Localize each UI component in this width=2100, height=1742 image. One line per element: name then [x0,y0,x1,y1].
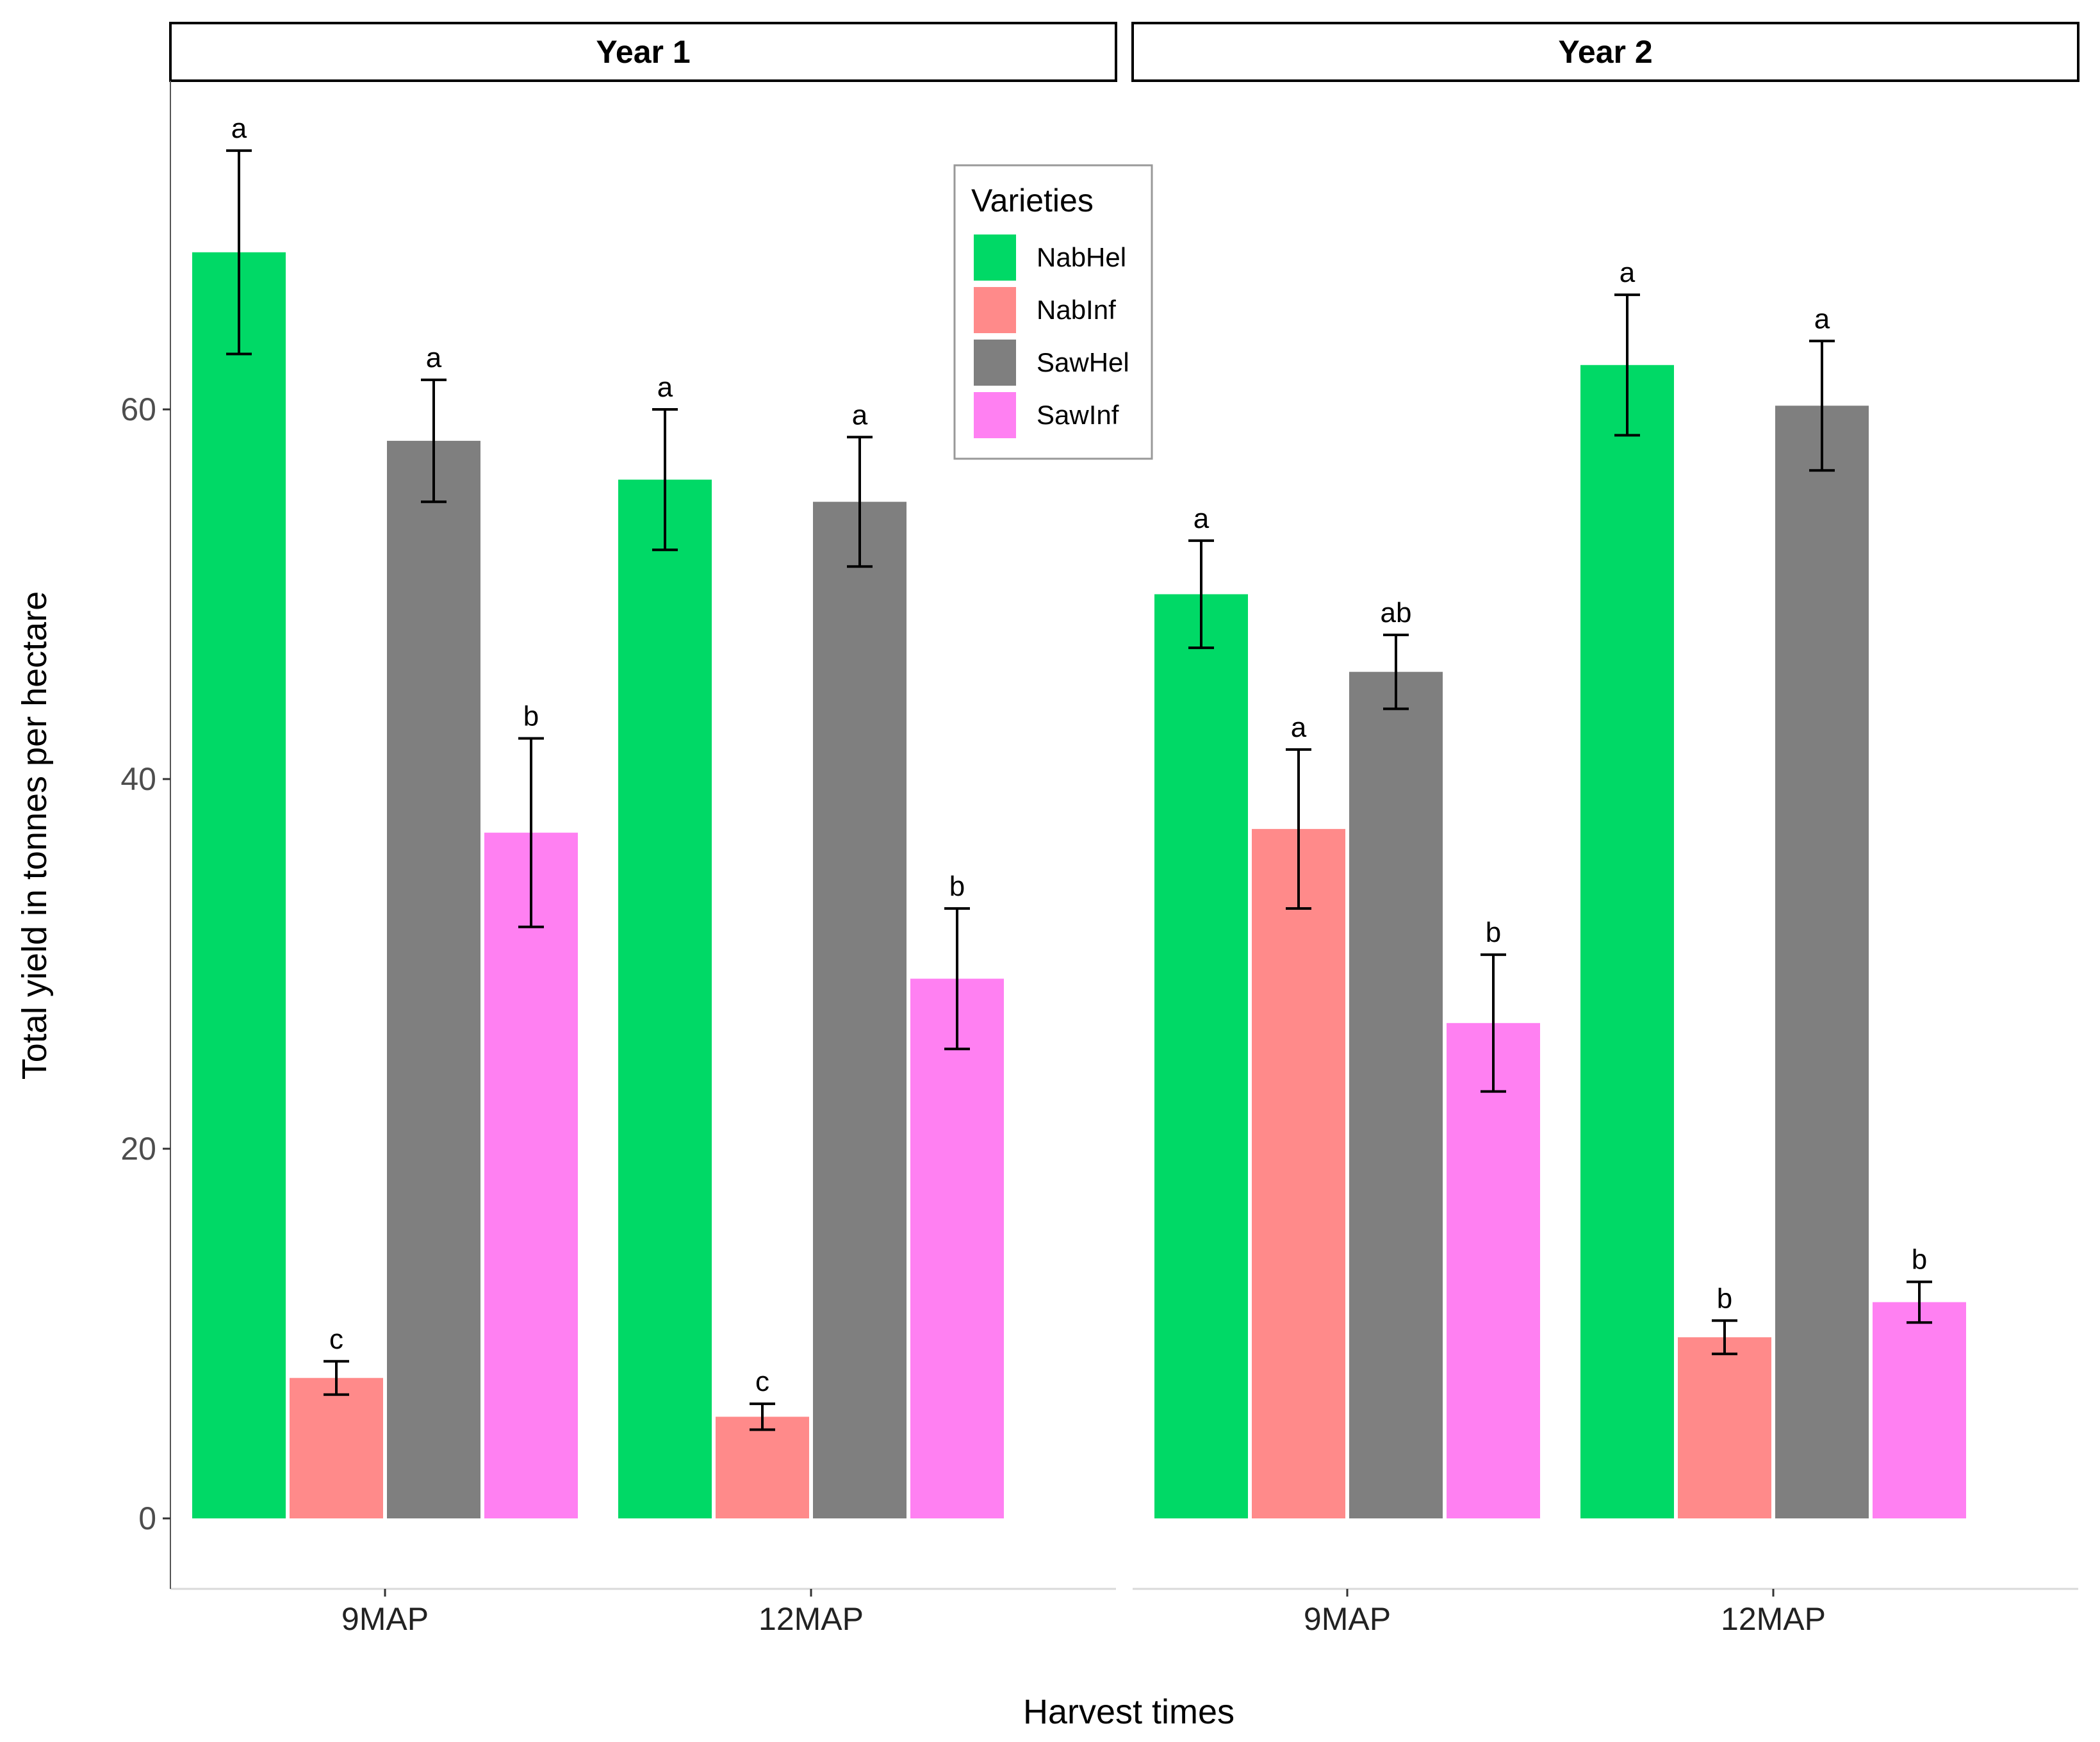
bar [1873,1302,1966,1518]
significance-label: ab [1381,597,1412,629]
significance-label: b [949,871,965,902]
legend-items: NabHel NabInf SawHel SawInf [974,234,1129,438]
significance-label: a [1620,257,1636,288]
panel-strip [169,22,1117,82]
y-tick-label: 40 [120,761,156,797]
significance-label: a [1194,503,1210,534]
x-tick-label: 9MAP [341,1601,429,1637]
y-axis-title: Total yield in tonnes per hectare [15,591,54,1080]
x-tick-label: 9MAP [1304,1601,1391,1637]
legend-label: NabHel [1037,242,1126,272]
significance-label: b [1717,1283,1732,1314]
panel-strip-label: Year 1 [596,34,690,70]
significance-label: b [1912,1244,1927,1276]
bar [1349,671,1443,1518]
significance-label: a [426,342,442,374]
significance-label: a [657,372,673,403]
bar [290,1377,383,1518]
x-tick-label: 12MAP [759,1601,864,1637]
legend-title: Varieties [971,183,1094,218]
legend: Varieties NabHel NabInf SawHel SawInf [953,164,1153,460]
bar [1154,594,1248,1518]
bar [618,479,712,1518]
x-tick-label: 12MAP [1721,1601,1826,1637]
y-tick-label: 20 [120,1131,156,1167]
bar [1580,365,1674,1518]
significance-label: a [1814,303,1830,334]
legend-label: SawHel [1037,347,1129,377]
x-axis-title: Harvest times [1023,1693,1235,1731]
legend-swatch [974,287,1016,333]
significance-label: c [329,1324,343,1355]
bar [1678,1337,1771,1518]
bar [1447,1023,1540,1518]
y-axis: 0 20 40 60 [120,391,170,1536]
significance-label: c [755,1366,769,1397]
y-tick-label: 60 [120,391,156,427]
legend-label: NabInf [1037,295,1116,325]
bar [192,252,286,1518]
bar [1252,828,1345,1518]
legend-label: SawInf [1037,400,1119,430]
bar [716,1417,809,1518]
significance-label: b [523,701,539,732]
bar [813,502,906,1518]
panel-1: Year 1 a c a b 9MAP a c a b 12MAP [169,22,1117,1637]
bar [484,832,578,1518]
legend-swatch [974,234,1016,281]
legend-swatch [974,392,1016,438]
y-tick-label: 0 [138,1500,156,1536]
significance-label: a [852,399,868,431]
bar [387,441,480,1519]
panel-strip [1131,22,2079,82]
bar [1775,406,1869,1518]
bar [910,978,1004,1518]
legend-swatch [974,340,1016,386]
panel-strip-label: Year 2 [1558,34,1652,70]
significance-label: a [231,113,247,144]
significance-label: a [1291,712,1307,743]
significance-label: b [1486,917,1501,948]
